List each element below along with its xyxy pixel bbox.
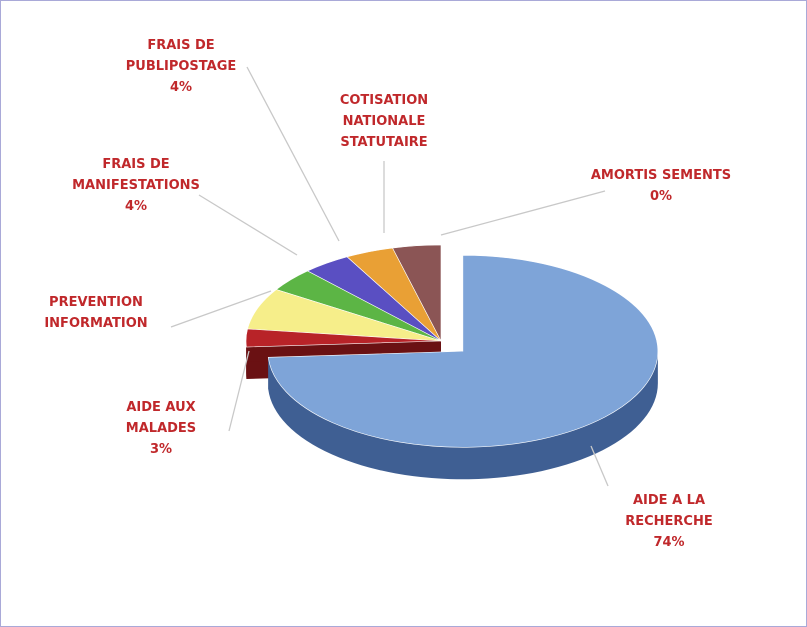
leader-publipostage [246,66,340,242]
label-line-manifestations: FRAIS DE [102,157,169,172]
slice-side-recherche [268,351,658,480]
label-value-publipostage: 4% [170,80,192,95]
label-line-malades: AIDE AUX [126,400,195,415]
leader-recherche [590,445,609,487]
label-prevention: PREVENTION INFORMATION [44,295,147,331]
slice-malades [245,328,442,348]
label-line-cotisation: STATUTAIRE [340,135,427,150]
label-line-malades: MALADES [126,421,196,436]
leader-manifestations [198,194,298,256]
label-line-prevention: PREVENTION [49,295,143,310]
label-line-amortissements: AMORTIS SEMENTS [591,168,731,183]
label-line-recherche: RECHERCHE [625,514,713,529]
label-line-prevention: INFORMATION [44,316,147,331]
label-line-recherche: AIDE A LA [633,493,705,508]
label-publipostage: FRAIS DE PUBLIPOSTAGE 4% [126,38,237,95]
label-line-publipostage: FRAIS DE [147,38,214,53]
pie-slices [245,244,659,480]
label-line-cotisation: COTISATION [340,93,428,108]
leader-prevention [170,290,272,328]
label-value-amortissements: 0% [650,189,672,204]
label-manifestations: FRAIS DE MANIFESTATIONS 4% [72,157,200,214]
label-value-manifestations: 4% [125,199,147,214]
label-cotisation: COTISATION NATIONALE STATUTAIRE [340,93,428,150]
label-line-cotisation: NATIONALE [343,114,426,129]
leader-lines [170,66,609,487]
label-line-manifestations: MANIFESTATIONS [72,178,200,193]
label-amortissements: AMORTIS SEMENTS 0% [591,168,731,204]
slice-labels: AIDE A LA RECHERCHE 74% AIDE AUX MALADES 3% PR… [44,38,731,550]
label-value-malades: 3% [150,442,172,457]
leader-amortissements [440,190,606,236]
label-line-publipostage: PUBLIPOSTAGE [126,59,237,74]
leader-malades [228,350,250,432]
label-value-recherche: 74% [653,535,684,550]
label-recherche: AIDE A LA RECHERCHE 74% [625,493,713,550]
slice-recherche [267,254,659,448]
label-malades: AIDE AUX MALADES 3% [126,400,196,457]
